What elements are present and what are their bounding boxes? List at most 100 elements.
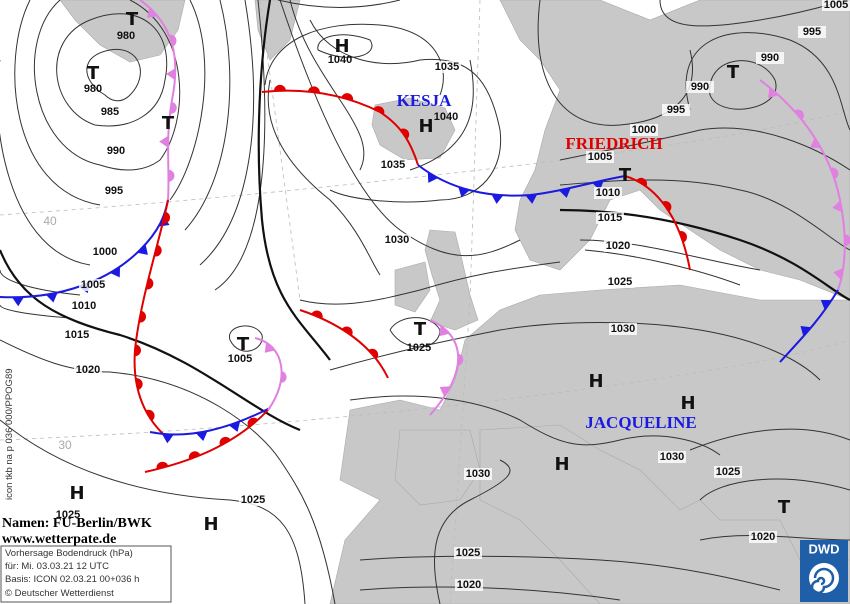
pressure-system-symbol: H <box>418 116 433 137</box>
model-code: icon tkb na p 036 000/PPOG89 <box>4 368 15 500</box>
warm-front-symbol <box>280 371 287 384</box>
warm-front-symbol <box>679 231 687 243</box>
isobar-label: 1020 <box>457 579 481 591</box>
isobar-label-bg <box>662 104 690 116</box>
pressure-system-value: 1025 <box>407 342 431 354</box>
isobar-label-bg <box>606 276 634 288</box>
cold-front-symbol <box>439 325 450 337</box>
isobar-label-bg <box>658 451 686 463</box>
warm-front-symbol <box>188 451 201 460</box>
isobar-label-bg <box>686 81 714 93</box>
cold-front-symbol <box>137 244 148 255</box>
cold-front-symbol <box>109 266 121 278</box>
isobar-label: 1035 <box>435 61 459 73</box>
isobar-label-bg <box>383 234 411 246</box>
isobar-label: 1035 <box>381 159 405 171</box>
warm-front-symbol <box>247 417 259 428</box>
isobar-label: 1000 <box>93 246 117 258</box>
warm-front-symbol <box>138 310 147 323</box>
isobar-label-bg <box>756 52 784 64</box>
isobar-label: 1015 <box>65 329 89 341</box>
fronts <box>0 0 850 473</box>
isobar-label-bg <box>102 145 130 157</box>
isobar-label-bg <box>74 364 102 376</box>
isobar-label-bg <box>714 466 742 478</box>
isobar-label: 1005 <box>824 0 848 11</box>
isobar-label: 995 <box>803 26 821 38</box>
pressure-system-symbol: H <box>588 371 603 392</box>
isobar-label: 1010 <box>72 300 96 312</box>
pressure-system-symbol: T <box>414 319 427 340</box>
isobar-label-bg <box>96 106 124 118</box>
cold-front-symbol <box>458 186 470 198</box>
isobar-label-bg <box>63 329 91 341</box>
cold-front-symbol <box>161 433 174 444</box>
isobar-label-bg <box>630 124 658 136</box>
cold-front-symbol <box>833 268 844 280</box>
latitude-label: 40 <box>43 214 57 228</box>
front-line <box>149 407 271 436</box>
warm-front-symbol <box>154 244 162 257</box>
warm-front-symbol <box>168 34 177 47</box>
info-line: Vorhersage Bodendruck (hPa) <box>5 548 133 559</box>
cold-front-symbol <box>768 87 779 99</box>
cold-front-symbol <box>491 194 504 204</box>
pressure-system-symbol: T <box>126 9 139 30</box>
cold-front-symbol <box>166 68 176 81</box>
isobar-label-bg <box>464 468 492 480</box>
warm-front-symbol <box>794 109 804 120</box>
isobar-label: 995 <box>667 104 685 116</box>
isobar-label-bg <box>594 187 622 199</box>
isobar-label-bg <box>79 279 107 291</box>
cold-front-symbol <box>558 187 571 198</box>
cold-front-symbol <box>427 171 439 183</box>
isobar-label: 990 <box>691 81 709 93</box>
isobar-label: 1025 <box>716 466 740 478</box>
front-name: KESJA <box>397 91 453 110</box>
info-line: für: Mi. 03.03.21 12 UTC <box>5 561 109 572</box>
isobar-label-bg <box>455 579 483 591</box>
cold-front-symbol <box>228 421 241 432</box>
cold-front-symbol <box>832 200 843 213</box>
isobar-label: 1020 <box>76 364 100 376</box>
front-line <box>759 79 846 291</box>
credit-website: www.wetterpate.de <box>2 532 116 547</box>
pressure-system-symbol: T <box>162 113 175 134</box>
isobar-label: 1020 <box>751 531 775 543</box>
pressure-system-symbol: T <box>619 165 632 186</box>
front-line <box>254 337 283 411</box>
cold-front-symbol <box>800 326 812 337</box>
cold-front-symbol <box>11 296 24 307</box>
warm-front-symbol <box>662 200 672 212</box>
cold-front-symbol <box>159 135 169 148</box>
warm-front-symbol <box>368 348 379 360</box>
isobar-label: 1030 <box>385 234 409 246</box>
cold-front-symbol <box>147 7 158 18</box>
cold-front-symbol <box>810 137 821 149</box>
cold-front-symbol <box>439 386 451 397</box>
pressure-system-value: 1005 <box>228 353 252 365</box>
pressure-system-symbol: H <box>554 454 569 475</box>
isobar-label: 1030 <box>660 451 684 463</box>
isobar-label-bg <box>604 240 632 252</box>
pressure-system-value: 1040 <box>434 111 458 123</box>
cold-front-symbol <box>195 431 208 442</box>
pressure-system-symbol: T <box>727 62 740 83</box>
warm-front-symbol <box>830 167 839 180</box>
pressure-system-symbol: T <box>778 497 791 518</box>
warm-front-symbol <box>162 211 171 224</box>
isobar-label: 1005 <box>81 279 105 291</box>
dwd-logo: DWD <box>800 540 848 602</box>
info-line: Basis: ICON 02.03.21 00+036 h <box>5 574 139 585</box>
isobar-label: 1000 <box>632 124 656 136</box>
isobar-label-bg <box>749 531 777 543</box>
info-line: © Deutscher Wetterdienst <box>5 588 114 599</box>
isobar-label: 1025 <box>241 494 265 506</box>
isobar-label: 1020 <box>606 240 630 252</box>
warm-front-symbol <box>307 86 320 93</box>
isobar-label-bg <box>239 494 267 506</box>
